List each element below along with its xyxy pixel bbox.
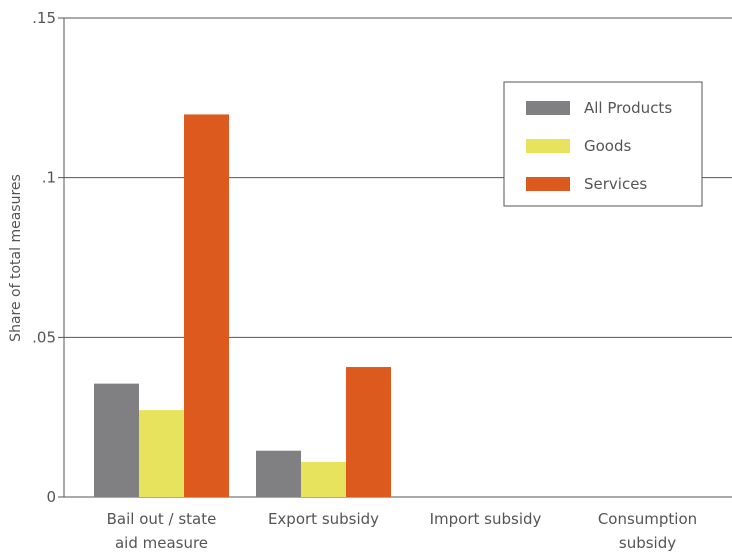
x-category-label: Consumption — [598, 510, 697, 528]
legend-label-all-products: All Products — [584, 99, 672, 117]
y-axis-title: Share of total measures — [8, 174, 24, 342]
x-category-label: Export subsidy — [268, 510, 379, 528]
x-labels: Bail out / state aid measure Export subsid… — [107, 510, 698, 552]
y-tick-label: .05 — [32, 328, 56, 346]
legend-swatch-services — [526, 177, 570, 191]
x-category-label: aid measure — [115, 534, 208, 552]
bars — [94, 114, 391, 498]
gridlines — [58, 17, 732, 498]
legend-swatch-goods — [526, 139, 570, 153]
legend-swatch-all-products — [526, 101, 570, 115]
y-ticks: 0 .05 .1 .15 — [32, 9, 56, 506]
x-category-label: subsidy — [619, 534, 676, 552]
legend: All Products Goods Services — [503, 81, 703, 207]
legend-label-goods: Goods — [584, 137, 631, 155]
bar-all-products — [256, 450, 301, 497]
axes: Share of total measures — [8, 18, 65, 497]
y-tick-label: 0 — [46, 488, 56, 506]
x-category-label: Import subsidy — [430, 510, 542, 528]
legend-label-services: Services — [584, 175, 647, 193]
bar-services — [184, 114, 229, 498]
bar-services — [346, 367, 391, 497]
bar-goods — [301, 461, 346, 497]
x-category-label: Bail out / state — [107, 510, 217, 528]
bar-all-products — [94, 383, 139, 497]
bar-goods — [139, 410, 184, 497]
y-tick-label: .1 — [42, 169, 56, 187]
y-tick-label: .15 — [32, 9, 56, 27]
